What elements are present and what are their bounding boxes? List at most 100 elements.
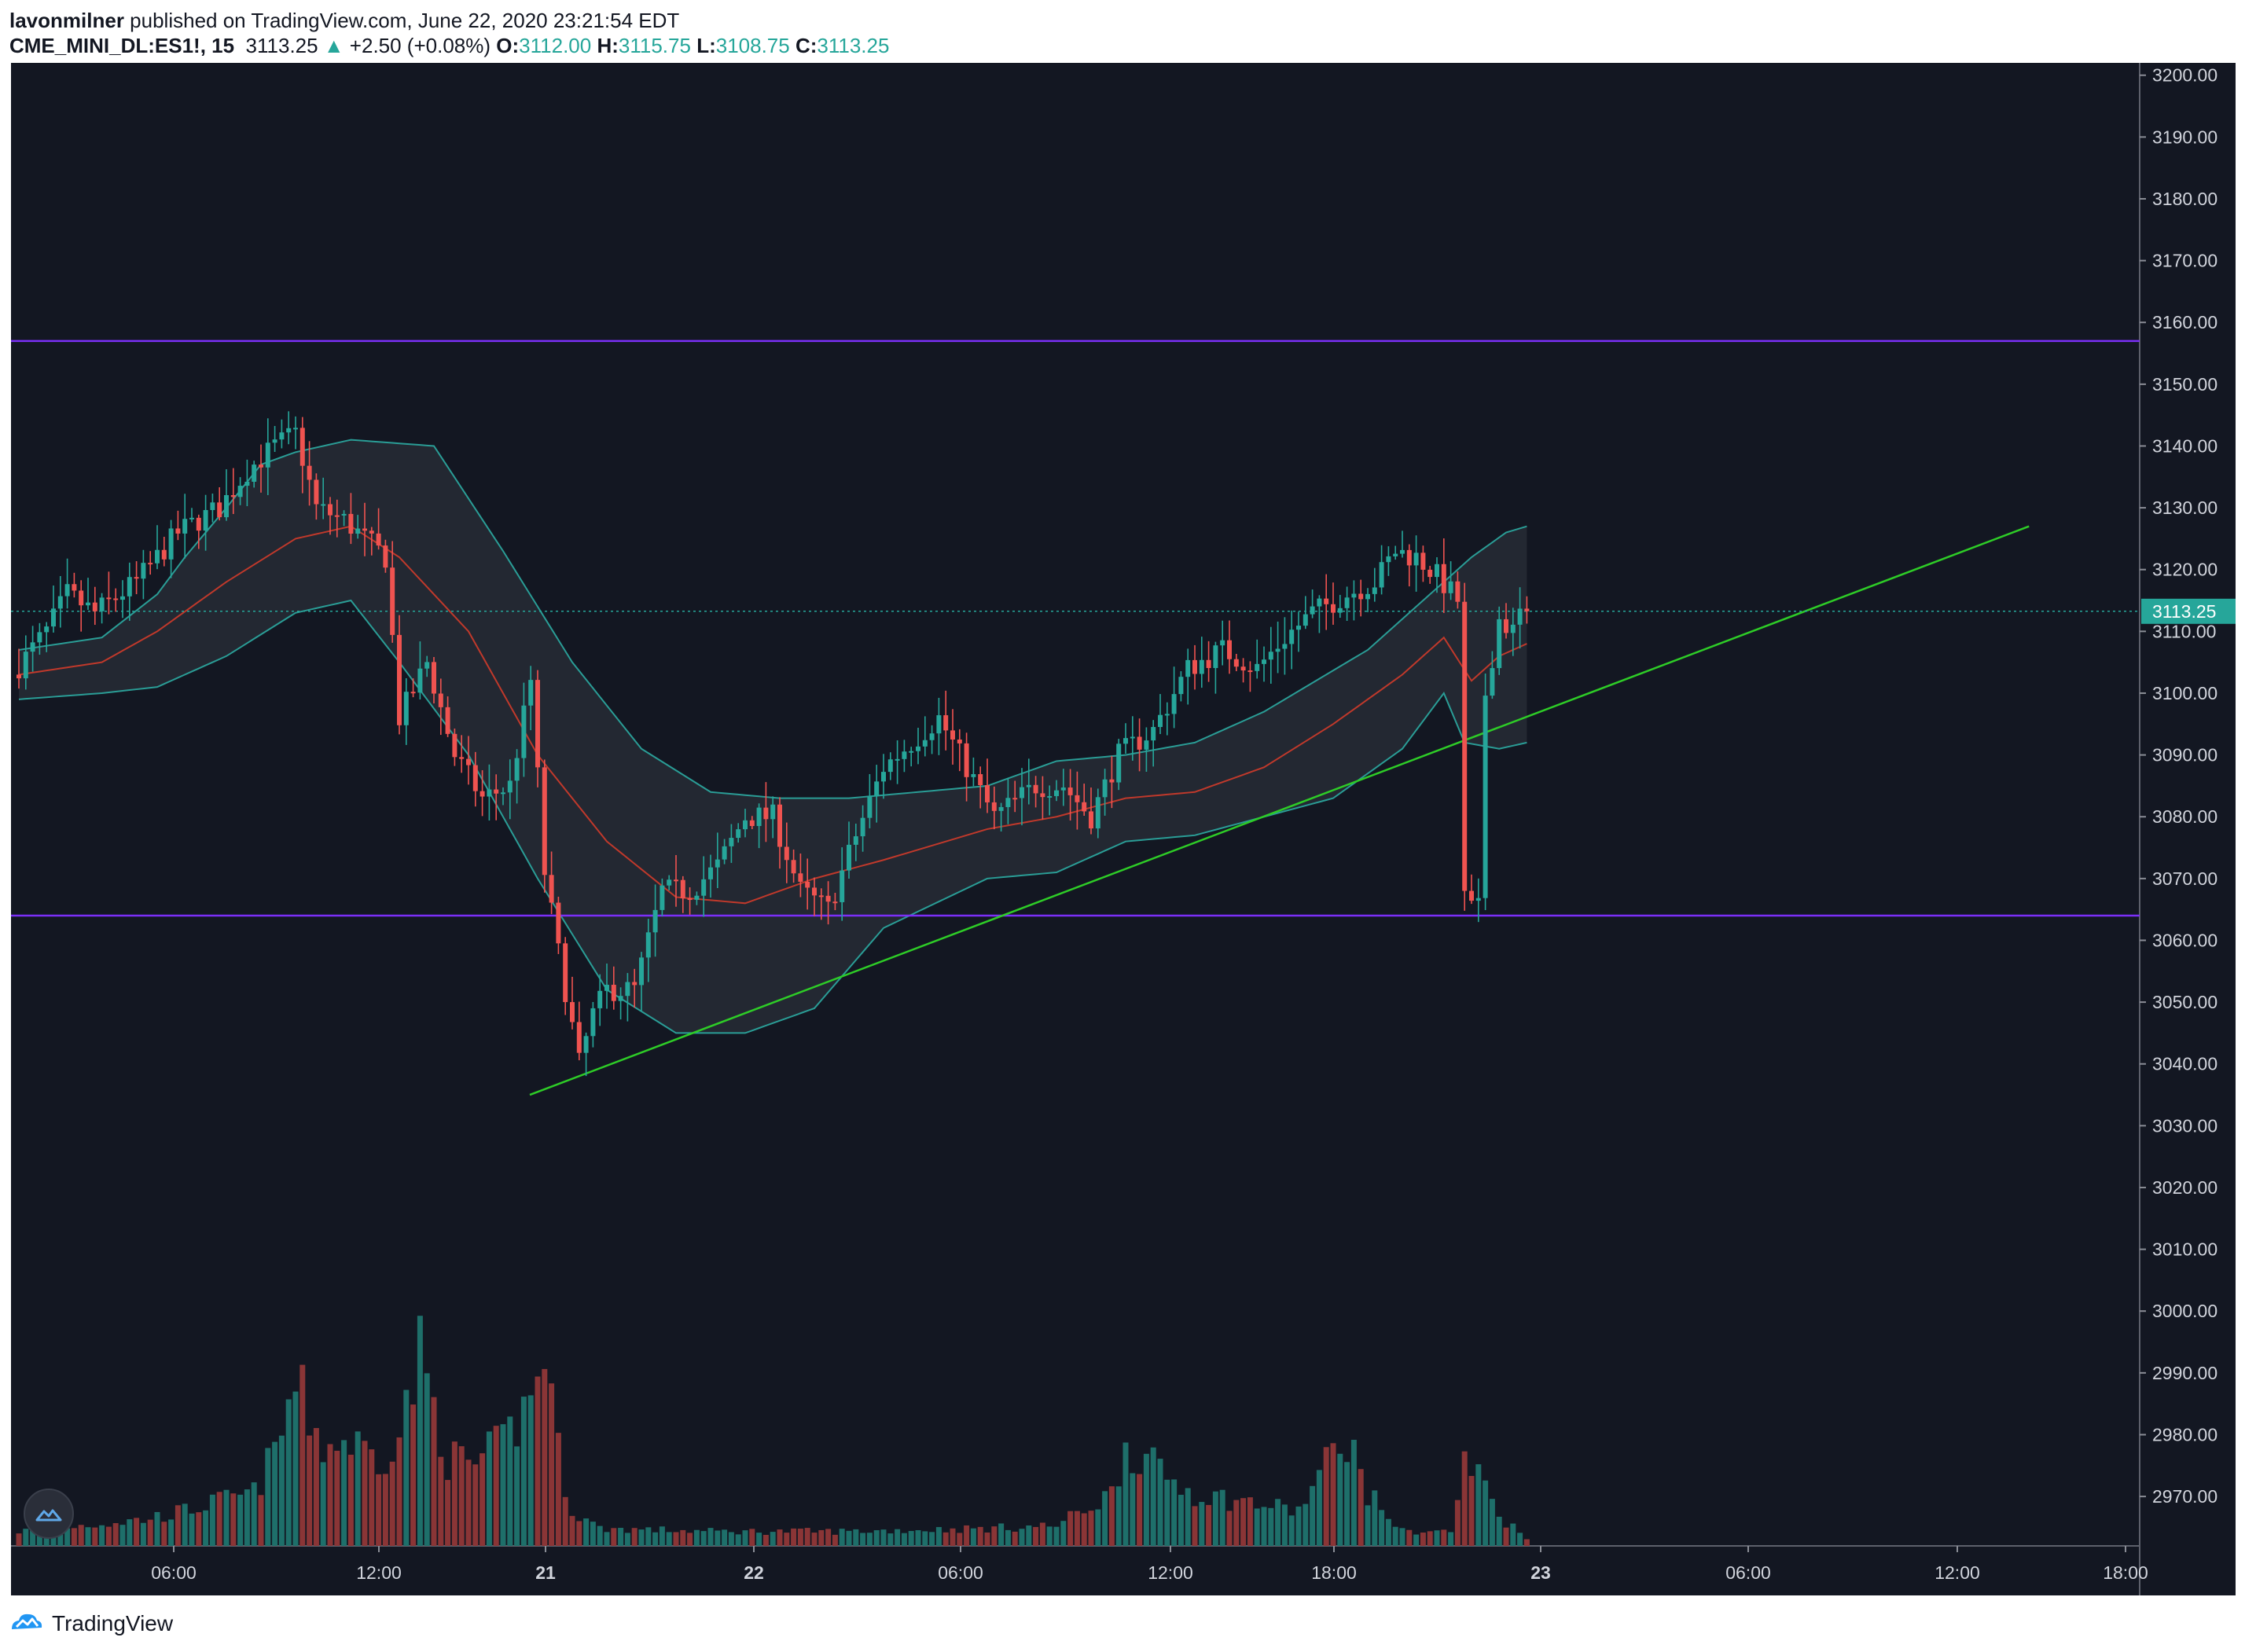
candle-body — [521, 705, 527, 758]
volume-bar — [942, 1532, 949, 1546]
candle-body — [1151, 727, 1156, 741]
volume-bar — [175, 1505, 181, 1546]
volume-bar — [832, 1534, 838, 1546]
publish-info: published on TradingView.com, June 22, 2… — [130, 9, 680, 32]
volume-bar — [1483, 1480, 1489, 1546]
candle-body — [113, 598, 119, 600]
volume-bar — [1275, 1499, 1281, 1546]
publish-header: lavonmilner published on TradingView.com… — [9, 3, 679, 38]
volume-bar — [1344, 1462, 1350, 1546]
volume-bar — [1067, 1511, 1074, 1546]
volume-bar — [1088, 1511, 1094, 1546]
candle-body — [1497, 619, 1502, 669]
volume-bar — [147, 1519, 153, 1546]
volume-bar — [597, 1525, 603, 1546]
volume-bar — [1005, 1529, 1011, 1546]
volume-bar — [1496, 1516, 1502, 1546]
candle-body — [556, 902, 561, 944]
candle-body — [1109, 779, 1115, 783]
volume-bar — [292, 1391, 299, 1546]
candle-body — [1116, 743, 1122, 783]
candle-body — [224, 494, 229, 518]
volume-bar — [272, 1441, 278, 1546]
volume-bar — [673, 1532, 679, 1546]
author-name[interactable]: lavonmilner — [9, 9, 124, 32]
brand-name[interactable]: TradingView — [52, 1611, 174, 1635]
candle-body — [1282, 644, 1288, 649]
candle-body — [1351, 593, 1357, 598]
candle-body — [1393, 553, 1398, 556]
candle-body — [341, 513, 347, 516]
candle-body — [1475, 898, 1481, 901]
candle-body — [895, 758, 900, 761]
candle-body — [1469, 890, 1474, 901]
volume-bar — [555, 1433, 561, 1546]
volume-bar — [182, 1503, 188, 1546]
price-axis-label: 3060.00 — [2152, 930, 2217, 950]
candle-body — [279, 432, 285, 440]
volume-bar — [1254, 1508, 1260, 1546]
candle-body — [445, 707, 450, 734]
candle-body — [1427, 569, 1433, 578]
volume-bar — [258, 1495, 264, 1546]
volume-bar — [1358, 1469, 1364, 1546]
candle-body — [570, 1002, 575, 1022]
candle-body — [23, 652, 28, 679]
candlestick-chart[interactable]: 3200.00 3190.00 3180.00 3170.00 3160.00 3150.… — [11, 63, 2236, 1595]
candle-body — [853, 836, 858, 845]
price-axis-label: 3040.00 — [2152, 1054, 2217, 1074]
volume-bar — [908, 1531, 914, 1546]
candle-body — [479, 791, 485, 797]
price-axis-label: 3190.00 — [2152, 127, 2217, 147]
volume-bar — [265, 1448, 271, 1546]
volume-bar — [520, 1397, 527, 1546]
candle-body — [168, 528, 174, 560]
candle-body — [376, 533, 381, 546]
candle-body — [729, 838, 734, 846]
time-axis-label: 06:00 — [151, 1562, 197, 1583]
candle-body — [667, 879, 672, 886]
candle-body — [217, 502, 222, 518]
volume-bar — [376, 1474, 382, 1546]
candle-body — [687, 898, 693, 901]
volume-bar — [1130, 1473, 1136, 1546]
candle-body — [847, 844, 851, 871]
low-label: L: — [696, 34, 716, 57]
price-axis-label: 3110.00 — [2152, 621, 2216, 641]
tradingview-cloud-icon[interactable] — [24, 1489, 74, 1539]
candle-body — [1324, 598, 1329, 604]
candle-body — [860, 817, 865, 837]
change-arrow-icon: ▲ — [323, 34, 344, 57]
volume-bar — [991, 1526, 998, 1546]
volume-bar — [299, 1364, 306, 1546]
candle-body — [64, 584, 70, 597]
candle-body — [736, 829, 741, 839]
volume-bar — [984, 1532, 990, 1546]
volume-bar — [569, 1515, 575, 1546]
volume-bar — [722, 1529, 728, 1546]
volume-bar — [403, 1390, 410, 1546]
volume-bar — [1523, 1539, 1530, 1546]
volume-bar — [92, 1527, 98, 1546]
high-label: H: — [597, 34, 619, 57]
price-axis-label: 3010.00 — [2152, 1239, 2217, 1260]
close-value: 3113.25 — [817, 34, 890, 57]
price-axis-label: 3170.00 — [2152, 251, 2217, 271]
price-axis-label: 3020.00 — [2152, 1177, 2217, 1198]
volume-bar — [1316, 1470, 1322, 1546]
volume-bar — [818, 1529, 825, 1546]
candle-body — [334, 515, 340, 517]
volume-bar — [64, 1528, 71, 1546]
volume-bar — [687, 1533, 693, 1546]
trend-line — [529, 525, 2030, 1096]
candle-body — [417, 668, 423, 693]
time-axis-label: 23 — [1530, 1562, 1551, 1583]
volume-bar — [355, 1431, 361, 1546]
candle-body — [293, 428, 298, 430]
volume-bar — [811, 1533, 818, 1546]
volume-bar — [527, 1395, 534, 1546]
candle-body — [1213, 645, 1218, 668]
candle-body — [459, 757, 465, 759]
last-price: 3113.25 — [245, 34, 318, 57]
candle-body — [1089, 811, 1093, 829]
